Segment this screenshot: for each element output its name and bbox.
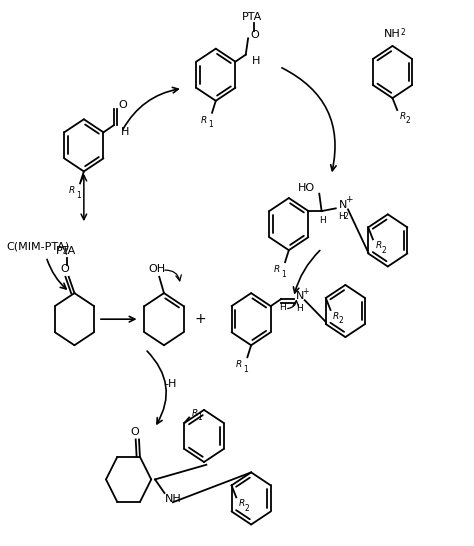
- Text: N: N: [296, 292, 305, 301]
- Text: 2: 2: [406, 116, 410, 126]
- Text: R: R: [201, 116, 207, 125]
- Text: NH: NH: [384, 29, 401, 39]
- Text: H: H: [338, 212, 346, 221]
- Text: 1: 1: [198, 413, 202, 422]
- Text: R: R: [236, 360, 243, 369]
- Text: NH: NH: [165, 494, 182, 504]
- Text: R: R: [375, 241, 382, 250]
- Text: R: R: [274, 265, 280, 274]
- Text: 1: 1: [208, 120, 212, 129]
- Text: HO: HO: [298, 183, 315, 193]
- Text: O: O: [118, 99, 128, 110]
- Text: 2: 2: [344, 212, 348, 221]
- Text: C(MIM-PTA): C(MIM-PTA): [6, 242, 69, 252]
- Text: O: O: [61, 264, 69, 274]
- Text: N: N: [338, 200, 347, 210]
- Text: 1: 1: [243, 365, 248, 373]
- Text: H: H: [120, 127, 129, 136]
- Text: 2: 2: [245, 504, 249, 513]
- Text: R: R: [333, 312, 339, 321]
- Text: PTA: PTA: [56, 246, 76, 256]
- Text: H: H: [279, 303, 285, 312]
- Text: 2: 2: [401, 28, 405, 37]
- Text: +: +: [345, 195, 352, 204]
- Text: H: H: [319, 216, 326, 225]
- Text: 2: 2: [339, 316, 344, 325]
- Text: 1: 1: [76, 191, 81, 200]
- Text: R: R: [69, 187, 75, 195]
- Text: H: H: [296, 304, 303, 313]
- Text: O: O: [250, 30, 259, 40]
- Text: R: R: [239, 500, 245, 508]
- Text: R: R: [191, 408, 198, 418]
- Text: 4: 4: [63, 248, 67, 257]
- Text: OH: OH: [148, 264, 165, 274]
- Text: R: R: [400, 112, 406, 121]
- Text: -H: -H: [165, 379, 177, 389]
- Text: PTA: PTA: [242, 11, 262, 22]
- Text: +: +: [302, 287, 308, 296]
- Text: 1: 1: [281, 270, 285, 278]
- Text: H: H: [252, 56, 261, 66]
- Text: O: O: [131, 427, 139, 437]
- Text: +: +: [194, 312, 206, 326]
- Text: 2: 2: [382, 246, 386, 254]
